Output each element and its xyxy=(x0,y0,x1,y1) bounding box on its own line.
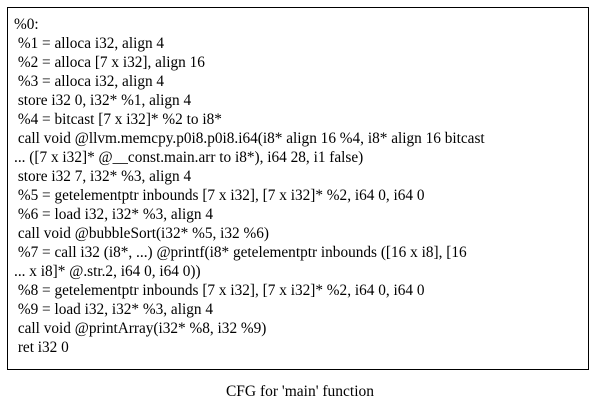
ir-instruction: %3 = alloca i32, align 4 xyxy=(14,73,165,90)
ir-instruction: call void @bubbleSort(i32* %5, i32 %6) xyxy=(14,225,269,242)
ir-instruction-continuation: ... ([7 x i32]* @__const.main.arr to i8*… xyxy=(14,149,364,166)
ir-instruction: %9 = load i32, i32* %3, align 4 xyxy=(14,301,213,318)
ir-instruction: call void @printArray(i32* %8, i32 %9) xyxy=(14,320,267,337)
ir-instruction: %2 = alloca [7 x i32], align 16 xyxy=(14,54,205,71)
ir-instruction: %7 = call i32 (i8*, ...) @printf(i8* get… xyxy=(14,244,467,261)
cfg-node-entry: %0: %1 = alloca i32, align 4 %2 = alloca… xyxy=(7,7,589,370)
graph-caption: CFG for 'main' function xyxy=(225,383,375,400)
ir-instruction: %6 = load i32, i32* %3, align 4 xyxy=(14,206,213,223)
ir-instruction: call void @llvm.memcpy.p0i8.p0i8.i64(i8*… xyxy=(14,130,485,147)
ir-instruction: store i32 0, i32* %1, align 4 xyxy=(14,92,192,109)
ir-instruction: store i32 7, i32* %3, align 4 xyxy=(14,168,192,185)
ir-instruction-continuation: ... x i8]* @.str.2, i64 0, i64 0)) xyxy=(14,263,201,280)
ir-instruction-list: %0: %1 = alloca i32, align 4 %2 = alloca… xyxy=(14,15,584,357)
ir-block-label: %0: xyxy=(14,16,39,33)
ir-instruction: %8 = getelementptr inbounds [7 x i32], [… xyxy=(14,282,425,299)
ir-instruction: %4 = bitcast [7 x i32]* %2 to i8* xyxy=(14,111,222,128)
ir-instruction: %1 = alloca i32, align 4 xyxy=(14,35,165,52)
ir-instruction: ret i32 0 xyxy=(14,339,69,356)
ir-instruction: %5 = getelementptr inbounds [7 x i32], [… xyxy=(14,187,425,204)
